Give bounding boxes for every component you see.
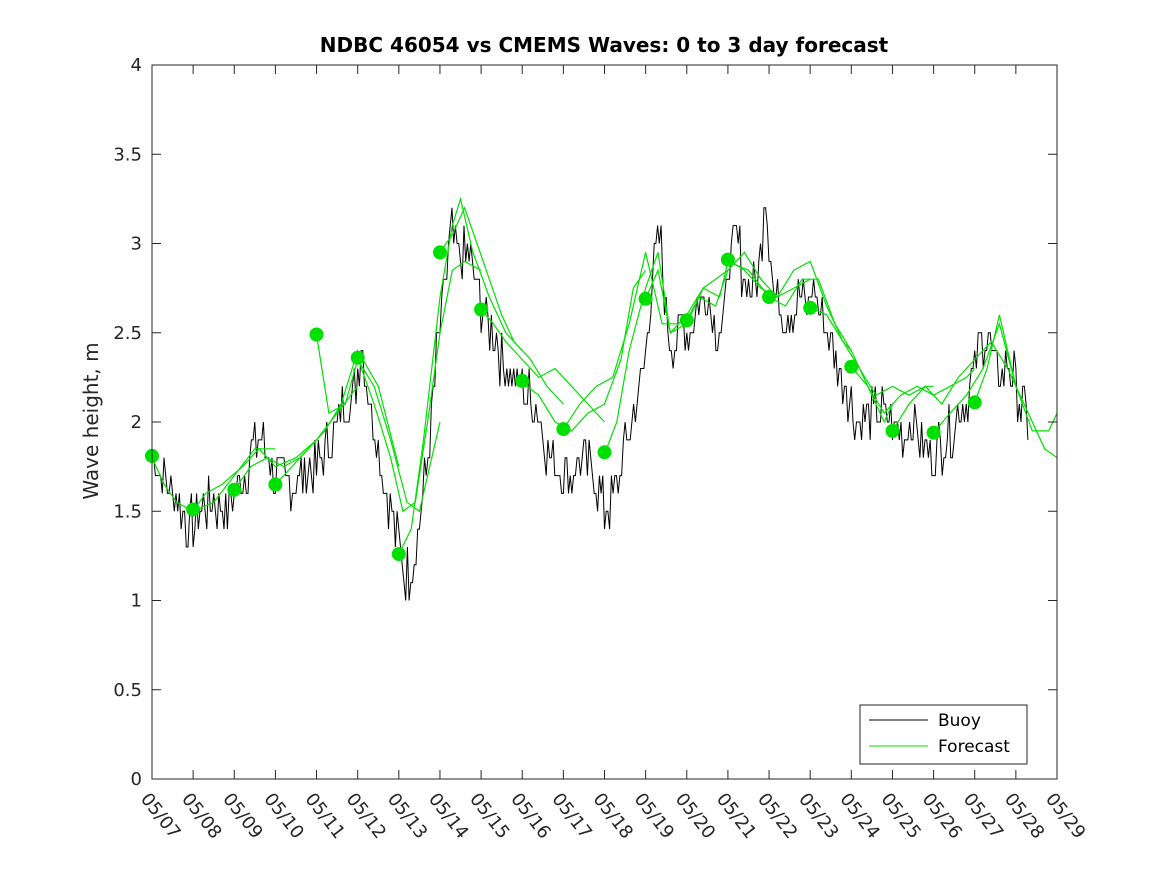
forecast-run-line xyxy=(562,252,688,430)
y-tick-label: 2 xyxy=(131,412,142,433)
plot-area xyxy=(145,196,1058,601)
x-tick-label: 05/13 xyxy=(383,789,431,843)
x-tick-label: 05/21 xyxy=(712,789,760,843)
x-tick-label: 05/23 xyxy=(794,789,842,843)
x-tick-label: 05/15 xyxy=(465,789,513,843)
x-tick-label: 05/27 xyxy=(959,789,1007,843)
forecast-start-point xyxy=(309,327,324,342)
forecast-start-point xyxy=(679,313,694,328)
forecast-run-line xyxy=(398,196,523,555)
forecast-start-point xyxy=(515,373,530,388)
forecast-start-point xyxy=(597,445,612,460)
legend-box xyxy=(859,704,1028,765)
y-tick-label: 1.5 xyxy=(113,501,142,522)
forecast-run-line xyxy=(274,349,400,485)
forecast-run-line xyxy=(686,251,811,321)
forecast-run-line xyxy=(233,385,359,491)
forecast-start-point xyxy=(720,252,735,267)
y-axis-ticks: 0 0.5 1 1.5 2 2.5 3 3.5 4 xyxy=(113,55,1057,790)
forecast-run-line xyxy=(809,307,934,396)
forecast-start-point xyxy=(391,547,406,562)
x-tick-label: 05/09 xyxy=(218,789,266,843)
buoy-series-line xyxy=(152,207,1029,601)
x-tick-label: 05/10 xyxy=(259,789,307,843)
forecast-start-point xyxy=(803,300,818,315)
x-tick-label: 05/12 xyxy=(342,789,390,843)
forecast-run-line xyxy=(891,340,1017,432)
x-tick-label: 05/07 xyxy=(136,789,184,843)
y-tick-label: 3 xyxy=(131,234,142,255)
x-tick-label: 05/18 xyxy=(589,789,637,843)
forecast-run-line xyxy=(645,260,770,334)
forecast-start-point xyxy=(474,302,489,317)
x-tick-label: 05/24 xyxy=(835,789,883,843)
x-tick-label: 05/11 xyxy=(301,789,349,843)
forecast-start-point xyxy=(227,482,242,497)
x-tick-label: 05/28 xyxy=(1000,789,1048,843)
forecast-start-point xyxy=(844,359,859,374)
forecast-start-point xyxy=(350,350,365,365)
forecast-run-line xyxy=(151,448,276,512)
y-axis-label: Wave height, m xyxy=(79,342,103,499)
forecast-start-point xyxy=(638,291,653,306)
x-tick-label: 05/29 xyxy=(1041,789,1089,843)
y-tick-label: 3.5 xyxy=(113,144,142,165)
forecast-start-point xyxy=(556,422,571,437)
forecast-run-line xyxy=(480,309,605,423)
forecast-run-line xyxy=(192,439,317,512)
y-tick-label: 2.5 xyxy=(113,323,142,344)
forecast-start-point xyxy=(885,423,900,438)
x-tick-label: 05/25 xyxy=(877,789,925,843)
legend-forecast-label: Forecast xyxy=(938,737,1010,757)
x-tick-label: 05/26 xyxy=(918,789,966,843)
forecast-run-line xyxy=(521,269,647,432)
forecast-run-line xyxy=(439,206,564,405)
forecast-start-point xyxy=(186,502,201,517)
forecast-run-line xyxy=(357,260,482,513)
forecast-run-line xyxy=(974,314,1058,459)
x-tick-label: 05/20 xyxy=(671,789,719,843)
x-tick-label: 05/08 xyxy=(177,789,225,843)
x-tick-label: 05/19 xyxy=(630,789,678,843)
forecast-start-point xyxy=(268,477,283,492)
x-tick-label: 05/22 xyxy=(753,789,801,843)
forecast-run-line xyxy=(603,252,729,455)
forecast-run-line xyxy=(850,366,976,415)
chart-title: NDBC 46054 vs CMEMS Waves: 0 to 3 day fo… xyxy=(320,33,889,57)
x-tick-label: 05/17 xyxy=(547,789,595,843)
y-tick-label: 0.5 xyxy=(113,680,142,701)
forecast-start-point xyxy=(762,290,776,304)
forecast-start-point xyxy=(433,245,447,260)
legend-buoy-label: Buoy xyxy=(938,711,981,731)
x-tick-label: 05/16 xyxy=(506,789,554,843)
forecast-start-point xyxy=(967,395,982,410)
forecast-start-point xyxy=(926,425,941,440)
x-tick-label: 05/14 xyxy=(424,789,472,843)
forecast-run-line xyxy=(315,334,441,513)
legend: Buoy Forecast xyxy=(859,704,1028,765)
forecast-run-line xyxy=(727,259,852,352)
y-tick-label: 4 xyxy=(131,55,142,76)
y-tick-label: 0 xyxy=(131,769,142,790)
y-tick-label: 1 xyxy=(131,591,142,612)
forecast-run-line xyxy=(933,321,1058,434)
forecast-run-line xyxy=(768,278,894,424)
